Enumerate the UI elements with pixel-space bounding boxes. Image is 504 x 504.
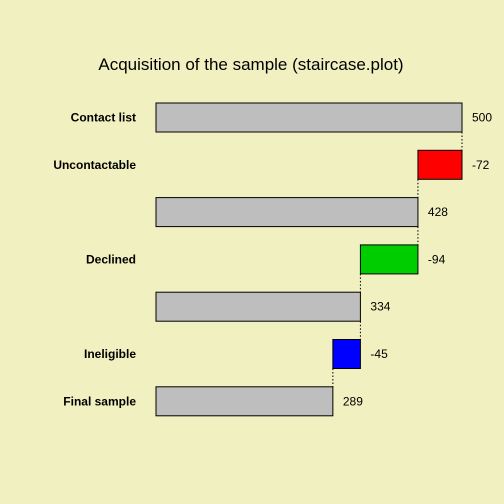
value-label-5: -45 <box>370 347 388 361</box>
value-label-2: 428 <box>428 205 448 219</box>
connector-lines <box>332 132 463 387</box>
row-label-5: Ineligible <box>84 347 136 361</box>
row-labels: Contact list Uncontactable Declined Ineligi… <box>53 111 136 409</box>
row-label-1: Uncontactable <box>53 158 136 172</box>
bar-6 <box>155 386 334 417</box>
value-label-4: 334 <box>370 300 390 314</box>
bar-4 <box>155 291 361 322</box>
bar-3 <box>359 244 419 275</box>
row-label-0: Contact list <box>71 111 136 125</box>
bar-2 <box>155 197 419 228</box>
chart-title: Acquisition of the sample (staircase.plo… <box>98 55 403 74</box>
bar-5 <box>332 339 361 369</box>
value-labels: 500 -72 428 -94 334 -45 289 <box>343 111 492 409</box>
bar-1 <box>417 149 463 180</box>
value-label-0: 500 <box>472 111 492 125</box>
bars <box>155 102 463 417</box>
bar-0 <box>155 102 463 133</box>
value-label-6: 289 <box>343 394 363 408</box>
row-label-6: Final sample <box>63 394 136 408</box>
row-label-3: Declined <box>86 252 136 266</box>
value-label-3: -94 <box>428 252 446 266</box>
value-label-1: -72 <box>472 158 490 172</box>
